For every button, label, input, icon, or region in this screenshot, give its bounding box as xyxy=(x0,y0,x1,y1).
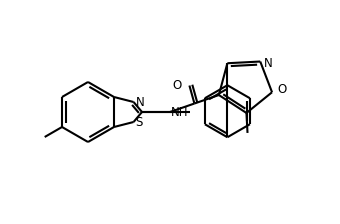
Text: N: N xyxy=(264,57,273,70)
Text: O: O xyxy=(172,79,182,92)
Text: O: O xyxy=(277,83,286,96)
Text: S: S xyxy=(136,116,143,129)
Text: N: N xyxy=(136,95,144,108)
Text: NH: NH xyxy=(171,106,189,118)
